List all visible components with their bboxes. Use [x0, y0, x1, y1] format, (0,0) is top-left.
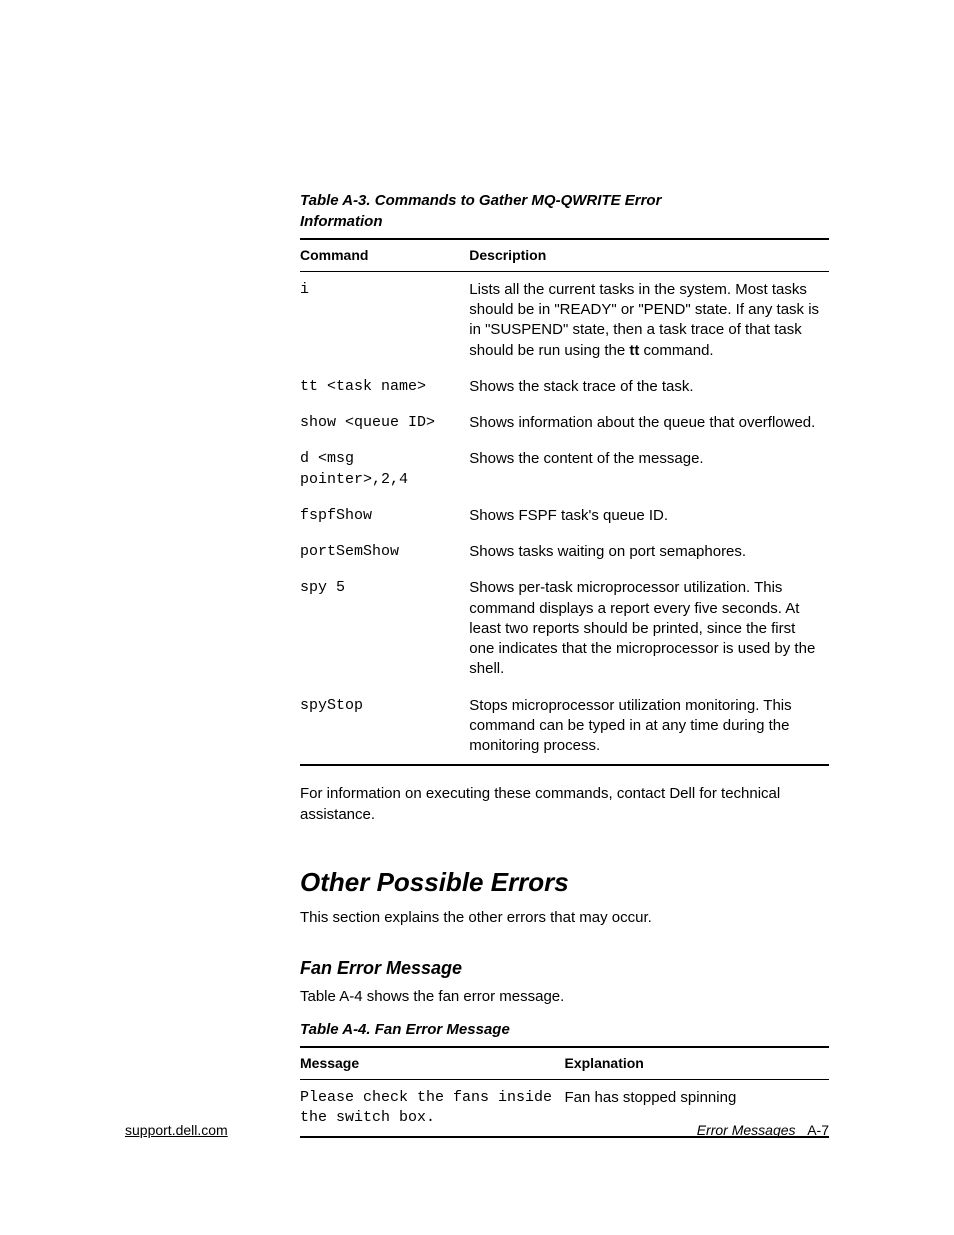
- table-row: spyStop Stops microprocessor utilization…: [300, 688, 829, 766]
- cmd-cell: i: [300, 271, 469, 369]
- table-row: i Lists all the current tasks in the sys…: [300, 271, 829, 369]
- table-row: d <msg pointer>,2,4 Shows the content of…: [300, 441, 829, 498]
- footer-url: support.dell.com: [125, 1121, 228, 1140]
- cmd-cell: show <queue ID>: [300, 405, 469, 441]
- table-row: fspfShow Shows FSPF task's queue ID.: [300, 498, 829, 534]
- desc-bold: tt: [629, 342, 639, 359]
- desc-cell: Shows FSPF task's queue ID.: [469, 498, 829, 534]
- table-a4-header-explanation: Explanation: [565, 1047, 830, 1079]
- section-intro: This section explains the other errors t…: [300, 908, 829, 928]
- desc-cell: Shows per-task microprocessor utilizatio…: [469, 570, 829, 687]
- cmd-cell: d <msg pointer>,2,4: [300, 441, 469, 498]
- section-heading: Other Possible Errors: [300, 865, 829, 900]
- cmd-cell: tt <task name>: [300, 369, 469, 405]
- table-a4-header-row: Message Explanation: [300, 1047, 829, 1079]
- table-a3-header-row: Command Description: [300, 239, 829, 271]
- table-row: show <queue ID> Shows information about …: [300, 405, 829, 441]
- table-a3-title: Table A-3. Commands to Gather MQ-QWRITE …: [300, 190, 680, 232]
- desc-cell: Stops microprocessor utilization monitor…: [469, 688, 829, 766]
- footer-doc-title: Error Messages: [697, 1122, 796, 1138]
- content-column: Table A-3. Commands to Gather MQ-QWRITE …: [300, 190, 829, 1138]
- table-a3-header-command: Command: [300, 239, 469, 271]
- cmd-cell: spy 5: [300, 570, 469, 687]
- table-a3-header-description: Description: [469, 239, 829, 271]
- desc-cell: Lists all the current tasks in the syste…: [469, 271, 829, 369]
- desc-cell: Shows information about the queue that o…: [469, 405, 829, 441]
- table-row: portSemShow Shows tasks waiting on port …: [300, 534, 829, 570]
- footer-right: Error Messages A-7: [697, 1121, 829, 1140]
- table-a3: Command Description i Lists all the curr…: [300, 238, 829, 766]
- table-a4-title: Table A-4. Fan Error Message: [300, 1019, 680, 1040]
- cmd-cell: fspfShow: [300, 498, 469, 534]
- desc-text-post: command.: [639, 342, 713, 359]
- table-a4-header-message: Message: [300, 1047, 565, 1079]
- table-row: spy 5 Shows per-task microprocessor util…: [300, 570, 829, 687]
- desc-cell: Shows tasks waiting on port semaphores.: [469, 534, 829, 570]
- cmd-cell: spyStop: [300, 688, 469, 766]
- cmd-cell: portSemShow: [300, 534, 469, 570]
- subsection-heading: Fan Error Message: [300, 956, 829, 980]
- desc-cell: Shows the content of the message.: [469, 441, 829, 498]
- page: Table A-3. Commands to Gather MQ-QWRITE …: [0, 0, 954, 1235]
- footer-page-number: A-7: [807, 1122, 829, 1138]
- subsection-intro: Table A-4 shows the fan error message.: [300, 987, 829, 1007]
- desc-cell: Shows the stack trace of the task.: [469, 369, 829, 405]
- table-row: tt <task name> Shows the stack trace of …: [300, 369, 829, 405]
- after-table-a3-text: For information on executing these comma…: [300, 784, 829, 825]
- page-footer: support.dell.com Error Messages A-7: [125, 1121, 829, 1140]
